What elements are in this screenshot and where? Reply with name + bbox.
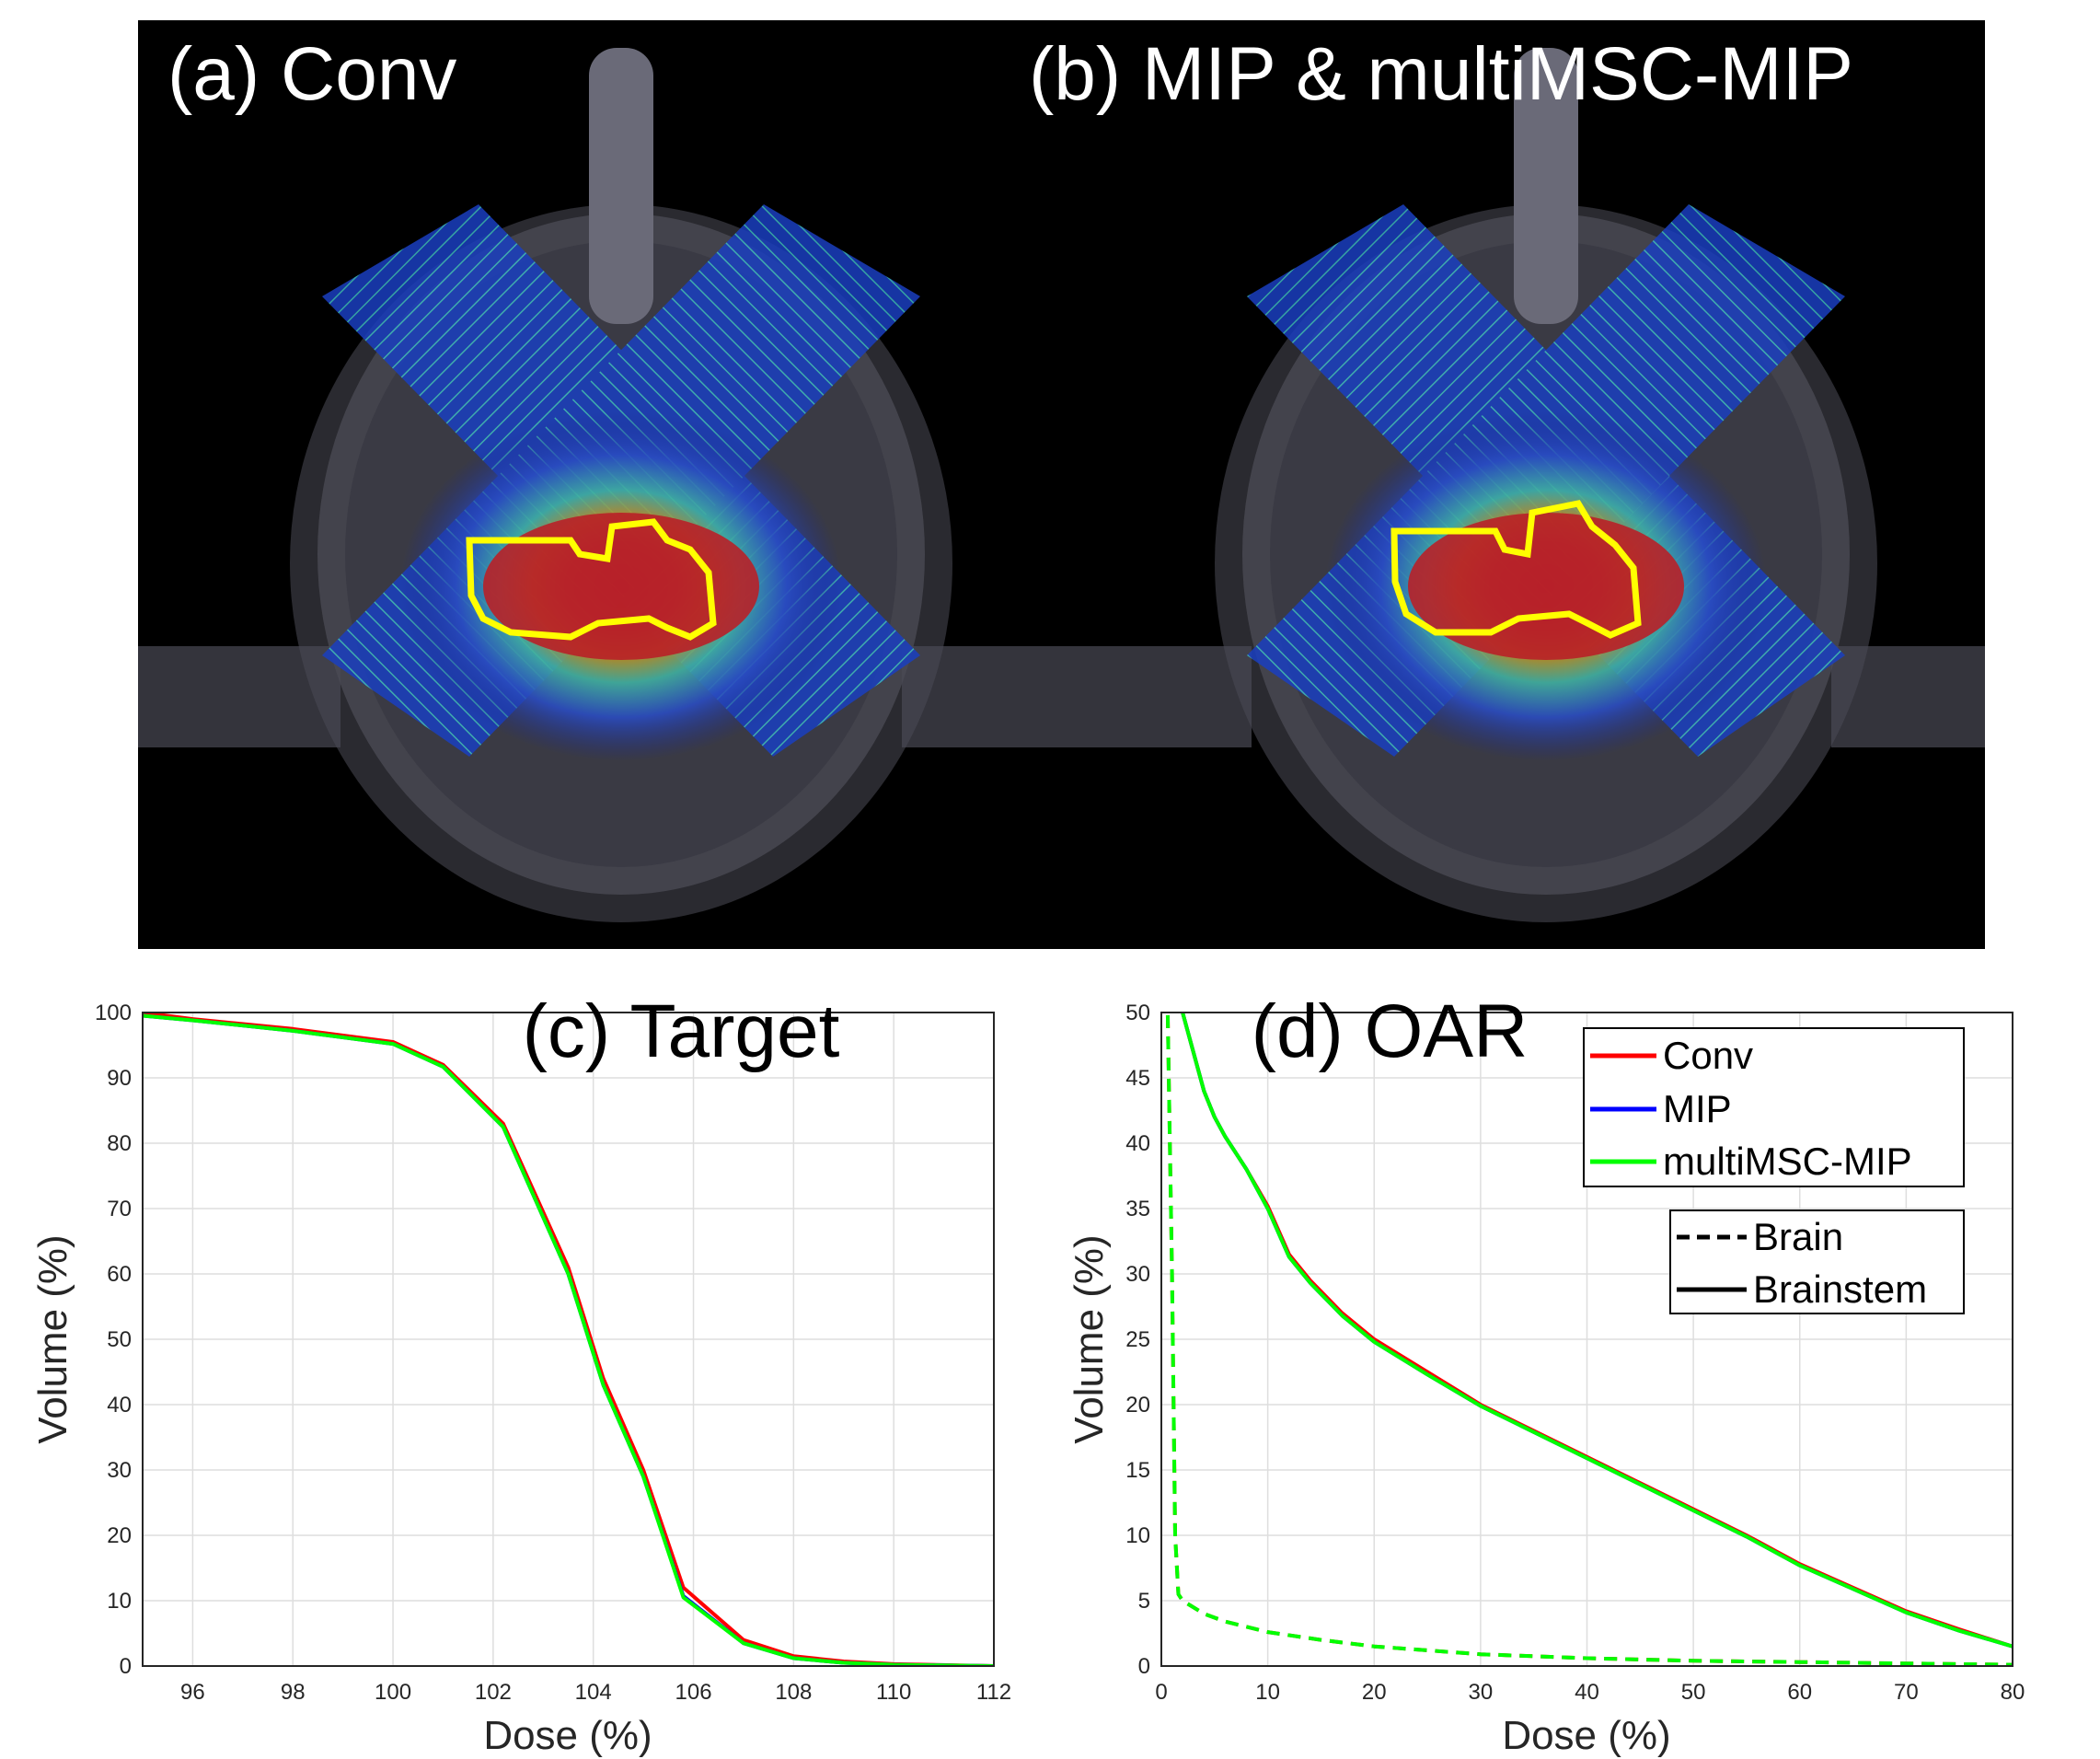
target-chart-title: (c) Target <box>523 989 840 1073</box>
target-x-tick-label: 104 <box>575 1680 612 1705</box>
target-series-multimsc-mip <box>143 1013 994 1666</box>
target-x-tick-label: 106 <box>675 1680 712 1705</box>
oar-x-tick-label: 20 <box>1362 1680 1387 1705</box>
target-y-axis-label: Volume (%) <box>30 1234 75 1443</box>
target-y-tick-label: 70 <box>107 1197 132 1221</box>
oar-y-tick-label: 35 <box>1125 1197 1150 1221</box>
method-legend: Conv MIP multiMSC-MIP <box>1583 1027 1965 1187</box>
oar-x-axis-label: Dose (%) <box>1502 1713 1670 1758</box>
oar-y-tick-label: 15 <box>1125 1458 1150 1483</box>
panel-b-label: (b) MIP & multiMSC-MIP <box>1029 32 1853 116</box>
panel-a-label: (a) Conv <box>167 32 457 116</box>
target-series-conv <box>143 1013 994 1666</box>
target-tick-labels: 96 98 100 102 104 106 108 110 112 0 10 20 30 40 50 60 70… <box>95 1001 1011 1705</box>
target-y-tick-label: 60 <box>107 1262 132 1287</box>
oar-y-tick-label: 20 <box>1125 1393 1150 1418</box>
oar-series-brainstem-multimsc-mip <box>1181 1013 2013 1649</box>
target-y-tick-label: 30 <box>107 1458 132 1483</box>
oar-x-tick-label: 0 <box>1155 1680 1167 1705</box>
target-y-tick-label: 20 <box>107 1523 132 1548</box>
oar-y-tick-label: 50 <box>1125 1001 1150 1025</box>
target-y-tick-label: 100 <box>95 1001 132 1025</box>
oar-y-tick-label: 5 <box>1138 1589 1150 1614</box>
target-contour-b <box>1390 500 1642 639</box>
target-x-axis-label: Dose (%) <box>483 1713 652 1758</box>
dose-distribution-picture <box>138 48 1985 922</box>
legend-label-conv: Conv <box>1663 1034 1753 1077</box>
target-x-tick-label: 102 <box>475 1680 512 1705</box>
oar-y-tick-label: 25 <box>1125 1327 1150 1352</box>
target-y-tick-label: 0 <box>120 1654 132 1679</box>
method-legend-box <box>1583 1027 1965 1187</box>
oar-x-tick-label: 40 <box>1575 1680 1599 1705</box>
oar-series-brainstem-mip <box>1181 1013 2013 1649</box>
oar-y-tick-label: 40 <box>1125 1131 1150 1156</box>
oar-chart-title: (d) OAR <box>1252 989 1529 1073</box>
target-x-tick-label: 100 <box>375 1680 411 1705</box>
target-series-lines <box>143 1013 994 1666</box>
target-y-tick-label: 50 <box>107 1327 132 1352</box>
legend-label-brain: Brain <box>1753 1215 1843 1258</box>
target-y-tick-label: 40 <box>107 1393 132 1418</box>
oar-plot-frame <box>1160 1012 2013 1667</box>
legend-label-multimsc: multiMSC-MIP <box>1663 1140 1912 1183</box>
target-x-tick-label: 110 <box>876 1680 911 1705</box>
oar-x-tick-label: 10 <box>1255 1680 1280 1705</box>
oar-x-tick-label: 50 <box>1681 1680 1706 1705</box>
oar-x-tick-label: 70 <box>1894 1680 1919 1705</box>
oar-y-tick-label: 45 <box>1125 1066 1150 1091</box>
target-y-tick-label: 90 <box>107 1066 132 1091</box>
target-y-tick-label: 80 <box>107 1131 132 1156</box>
target-x-tick-label: 108 <box>775 1680 812 1705</box>
legend-label-mip: MIP <box>1663 1087 1732 1130</box>
oar-y-tick-label: 0 <box>1138 1654 1150 1679</box>
oar-x-tick-label: 60 <box>1787 1680 1812 1705</box>
oar-y-axis-label: Volume (%) <box>1067 1234 1112 1443</box>
oar-x-tick-label: 80 <box>2001 1680 2025 1705</box>
head-image-a <box>138 48 1067 922</box>
target-gridlines <box>143 1012 995 1667</box>
target-x-tick-label: 98 <box>281 1680 306 1705</box>
oar-y-tick-label: 30 <box>1125 1262 1150 1287</box>
target-plot-frame <box>142 1012 995 1667</box>
target-x-tick-label: 96 <box>180 1680 205 1705</box>
dose-distribution-images: (a) Conv (b) MIP & multiMSC-MIP <box>138 20 1985 949</box>
target-x-tick-label: 112 <box>976 1680 1011 1705</box>
legend-label-brainstem: Brainstem <box>1753 1267 1927 1311</box>
oar-tick-labels: 0 10 20 30 40 50 60 70 80 0 5 10 15 20 25 30 35 40 45 50 <box>1125 1001 2025 1705</box>
target-contour-a <box>466 518 717 641</box>
oar-gridlines <box>1160 1012 2013 1667</box>
oar-x-tick-label: 30 <box>1469 1680 1494 1705</box>
target-y-tick-label: 10 <box>107 1589 132 1614</box>
oar-y-tick-label: 10 <box>1125 1523 1150 1548</box>
structure-legend: Brain Brainstem <box>1669 1209 1965 1314</box>
head-image-b <box>1067 48 1985 922</box>
oar-series-brainstem-conv <box>1181 1013 2013 1649</box>
target-series-mip <box>143 1013 994 1666</box>
structure-legend-box <box>1669 1209 1965 1314</box>
